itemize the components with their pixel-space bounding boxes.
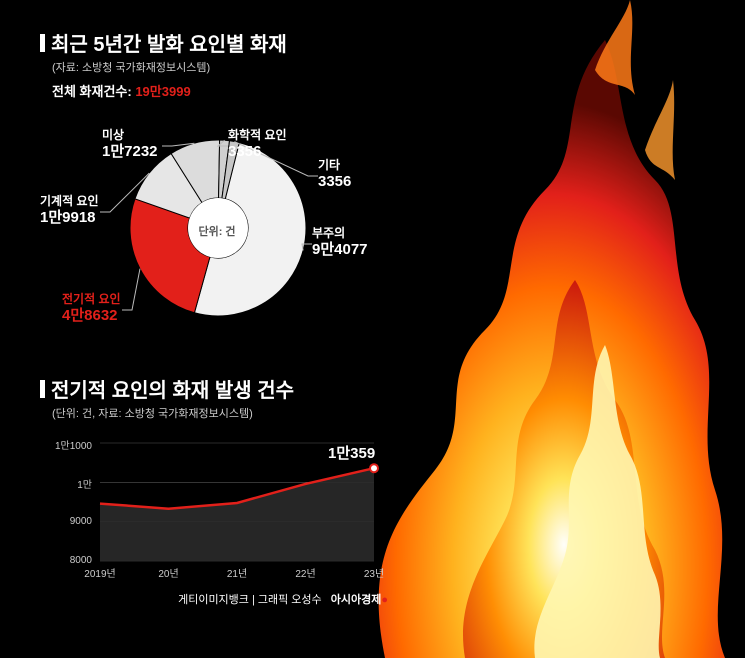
line-source: (단위: 건, 자료: 소방청 국가화재정보시스템) [52, 405, 420, 421]
pie-title-block: 최근 5년간 발화 요인별 화재 (자료: 소방청 국가화재정보시스템) 전체 … [40, 28, 420, 100]
credits: 게티이미지뱅크 | 그래픽 오성수 아시아경제● [48, 591, 388, 607]
line-ytick-label: 1만1000 [48, 437, 92, 452]
pie-total: 전체 화재건수: 19만3999 [52, 81, 420, 100]
line-ytick-label: 1만 [48, 476, 92, 491]
pie-slice-label: 기계적 요인1만9918 [40, 194, 99, 228]
credits-brand: 아시아경제● [331, 594, 388, 606]
line-xtick-label: 20년 [149, 565, 189, 580]
pie-title: 최근 5년간 발화 요인별 화재 [51, 34, 287, 56]
pie-source: (자료: 소방청 국가화재정보시스템) [52, 59, 420, 75]
pie-total-value: 19만3999 [135, 84, 190, 99]
line-xtick-label: 23년 [354, 565, 394, 580]
pie-unit-label: 단위: 건 [195, 223, 239, 239]
pie-slice-label: 부주의9만4077 [312, 226, 368, 260]
pie-chart: 단위: 건 부주의9만4077 전기적 요인4만8632 기계적 요인1만9918미… [40, 110, 420, 350]
credits-source: 게티이미지뱅크 | 그래픽 오성수 [178, 594, 322, 606]
pie-slice-label: 기타3356 [318, 158, 351, 192]
line-chart: 800090001만1만1000 2019년20년21년22년23년 1만359 [48, 433, 388, 583]
pie-slice-label: 미상1만7232 [102, 128, 158, 162]
line-title: 전기적 요인의 화재 발생 건수 [51, 380, 294, 402]
line-xtick-label: 2019년 [80, 565, 120, 580]
pie-total-label: 전체 화재건수: [52, 84, 135, 99]
pie-slice-label: 전기적 요인4만8632 [62, 292, 121, 326]
pie-slice-label: 화학적 요인3356 [228, 128, 287, 162]
line-xtick-label: 21년 [217, 565, 257, 580]
line-callout: 1만359 [328, 442, 375, 463]
line-ytick-label: 9000 [48, 516, 92, 527]
line-xtick-label: 22년 [286, 565, 326, 580]
line-title-block: 전기적 요인의 화재 발생 건수 (단위: 건, 자료: 소방청 국가화재정보시… [40, 374, 420, 421]
